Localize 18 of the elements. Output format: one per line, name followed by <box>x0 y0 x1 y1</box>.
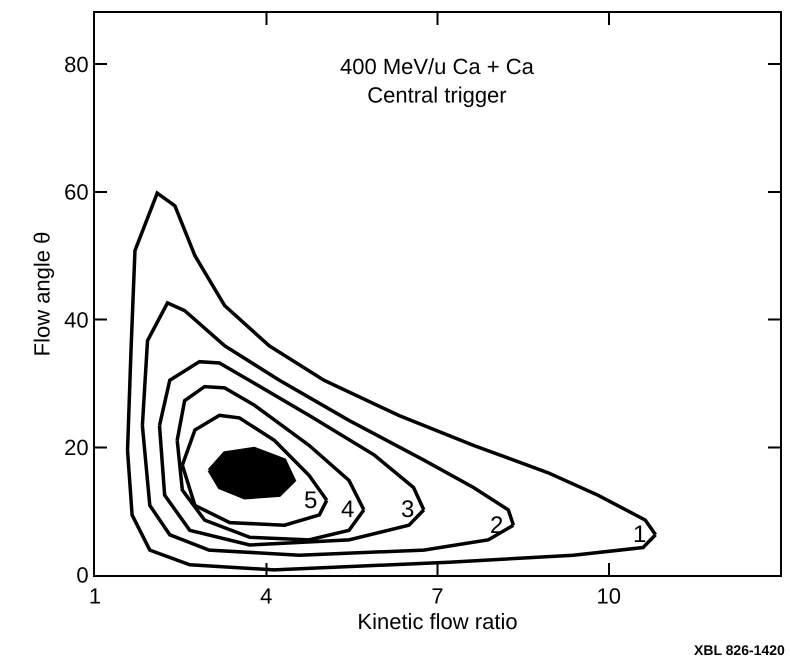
x-tick-label: 4 <box>260 583 272 608</box>
series-label: 4 <box>341 496 354 523</box>
series-label: 1 <box>633 521 646 548</box>
y-tick-label: 80 <box>64 52 89 77</box>
series-label: 3 <box>401 496 414 523</box>
y-tick-label: 60 <box>64 180 89 205</box>
x-tick-label: 7 <box>431 583 444 608</box>
x-tick-label: 1 <box>88 583 102 608</box>
x-axis-title: Kinetic flow ratio <box>357 608 518 634</box>
text: Central trigger <box>367 82 507 108</box>
y-axis-title: Flow angle θ <box>29 232 54 356</box>
x-tick-label: 10 <box>596 583 621 608</box>
y-tick-label: 0 <box>76 562 89 588</box>
text: XBL 826-1420 <box>694 642 786 658</box>
y-tick-label: 40 <box>64 307 89 332</box>
text: 400 MeV/u Ca + Ca <box>340 54 535 79</box>
y-tick-label: 20 <box>64 434 89 460</box>
series-label: 5 <box>304 487 318 514</box>
